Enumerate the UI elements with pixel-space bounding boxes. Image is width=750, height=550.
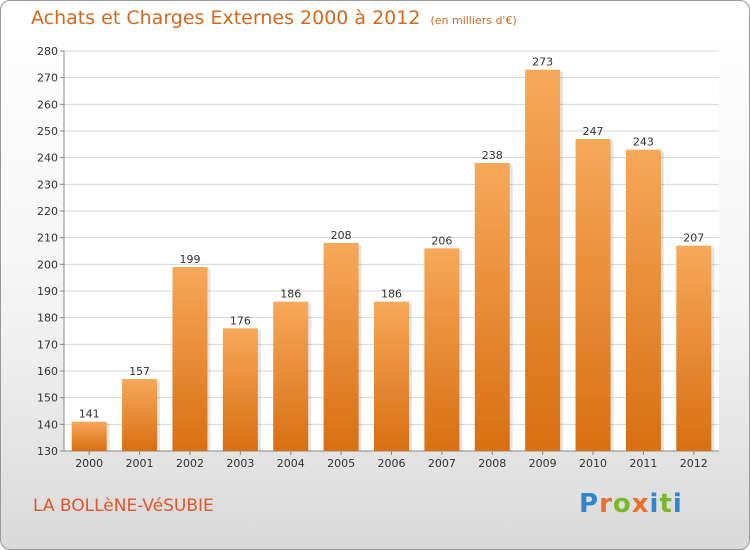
y-tick-label: 200 (37, 258, 58, 271)
bar-2012 (676, 245, 712, 451)
chart-title: Achats et Charges Externes 2000 à 2012 (31, 7, 421, 29)
x-tick-label-2003: 2003 (226, 457, 254, 470)
x-tick-label-2004: 2004 (277, 457, 305, 470)
bar-2008 (474, 163, 510, 451)
data-label-2011: 243 (633, 136, 654, 149)
x-tick-label-2000: 2000 (75, 457, 103, 470)
data-label-2009: 273 (532, 56, 553, 69)
y-tick-label: 190 (37, 285, 58, 298)
data-label-2008: 238 (482, 149, 503, 162)
bar-2001 (122, 379, 158, 451)
bar-2003 (222, 328, 258, 451)
bar-2011 (625, 149, 661, 451)
y-tick-label: 210 (37, 232, 58, 245)
bar-2006 (374, 301, 409, 451)
y-tick-label: 230 (37, 178, 58, 191)
x-tick-label-2008: 2008 (478, 457, 506, 470)
bar-2002 (172, 267, 208, 451)
x-tick-label-2010: 2010 (579, 457, 607, 470)
x-tick-label-2005: 2005 (327, 457, 355, 470)
proxiti-logo[interactable]: Proxiti (579, 489, 683, 519)
data-label-2007: 206 (431, 234, 452, 247)
data-label-2005: 208 (331, 229, 352, 242)
x-tick-label-2012: 2012 (680, 457, 708, 470)
data-label-2012: 207 (683, 232, 704, 245)
bar-2010 (575, 139, 611, 451)
x-tick-label-2011: 2011 (629, 457, 657, 470)
data-label-2010: 247 (583, 125, 604, 138)
x-tick-label-2006: 2006 (378, 457, 406, 470)
data-label-2000: 141 (79, 408, 100, 421)
y-tick-label: 130 (37, 445, 58, 458)
bar-2000 (71, 421, 107, 451)
y-tick-label: 220 (37, 205, 58, 218)
chart-subtitle: (en milliers d'€) (430, 14, 517, 27)
y-tick-label: 180 (37, 312, 58, 325)
x-tick-label-2002: 2002 (176, 457, 204, 470)
y-tick-label: 150 (37, 392, 58, 405)
y-tick-label: 160 (37, 365, 58, 378)
bar-2009 (525, 69, 561, 452)
bar-2007 (424, 248, 460, 451)
data-label-2002: 199 (179, 253, 200, 266)
y-tick-label: 270 (37, 72, 58, 85)
y-tick-label: 260 (37, 98, 58, 111)
y-tick-label: 240 (37, 152, 58, 165)
y-tick-label: 170 (37, 338, 58, 351)
data-label-2003: 176 (230, 314, 251, 327)
y-tick-label: 140 (37, 418, 58, 431)
y-tick-label: 250 (37, 125, 58, 138)
data-label-2006: 186 (381, 288, 402, 301)
x-tick-label-2001: 2001 (126, 457, 154, 470)
data-label-2004: 186 (280, 288, 301, 301)
bar-2004 (273, 301, 309, 451)
data-label-2001: 157 (129, 365, 150, 378)
x-tick-label-2009: 2009 (529, 457, 557, 470)
commune-name: LA BOLLèNE-VéSUBIE (33, 496, 214, 516)
chart-header: Achats et Charges Externes 2000 à 2012 (e… (31, 7, 517, 29)
y-tick-label: 280 (37, 45, 58, 58)
x-tick-label-2007: 2007 (428, 457, 456, 470)
bar-2005 (323, 243, 359, 451)
